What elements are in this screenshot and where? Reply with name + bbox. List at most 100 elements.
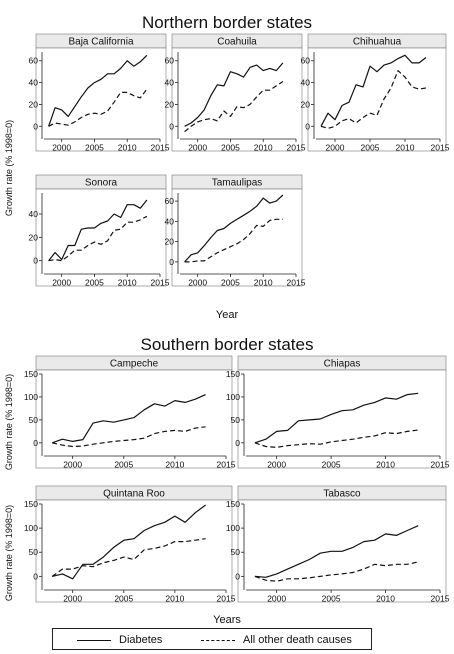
legend-swatch-dashed <box>201 639 235 641</box>
x-tick-label: 2010 <box>118 143 137 153</box>
series-line-other-causes <box>51 538 206 577</box>
x-tick-label: 2000 <box>188 143 207 153</box>
x-tick-label: 2005 <box>85 278 104 288</box>
panel-title: Chihuahua <box>353 37 402 48</box>
x-tick-label: 2005 <box>114 594 133 604</box>
y-tick-label: 40 <box>165 216 175 226</box>
y-tick-label: 20 <box>301 99 311 109</box>
panel-title: Tabasco <box>323 489 361 500</box>
series-line-diabetes <box>184 194 284 263</box>
series-line-diabetes <box>52 504 206 580</box>
legend-swatch-solid <box>77 639 111 641</box>
x-tick-label: 2010 <box>165 460 184 470</box>
y-tick-label: 100 <box>24 523 38 533</box>
y-tick-label: 40 <box>29 209 39 219</box>
y-tick-label: 100 <box>226 523 240 533</box>
section-title-north: Northern border states <box>142 13 312 32</box>
series-line-diabetes <box>52 394 206 444</box>
panel-tabasco: Tabasco 0 50 100 150 2000 2005 2010 2015 <box>226 485 450 604</box>
x-axis-label-north: Year <box>216 309 239 321</box>
plot-frame <box>35 369 233 469</box>
x-tick-label: 2015 <box>431 460 450 470</box>
panel-coahuila: Coahuila 0 20 40 60 2000 2005 2010 2015 <box>165 33 306 153</box>
x-tick-label: 2015 <box>151 143 170 153</box>
x-tick-label: 2015 <box>431 143 450 153</box>
y-tick-label: 150 <box>24 499 38 509</box>
x-tick-label: 2015 <box>287 278 306 288</box>
x-tick-label: 2000 <box>267 594 286 604</box>
series-line-diabetes <box>48 199 148 262</box>
y-tick-label: 0 <box>169 257 174 267</box>
y-tick-label: 150 <box>24 369 38 379</box>
x-tick-label: 2000 <box>267 460 286 470</box>
panel-baja-california: Baja California 0 20 40 60 2000 2005 2010 2015 <box>29 33 170 153</box>
x-tick-label: 2010 <box>118 278 137 288</box>
y-tick-label: 50 <box>231 547 241 557</box>
y-tick-label: 60 <box>165 196 175 206</box>
y-tick-label: 40 <box>301 78 311 88</box>
y-tick-label: 60 <box>29 56 39 66</box>
panel-tamaulipas: Tamaulipas 0 20 40 60 2000 2005 2010 2015 <box>165 174 306 288</box>
x-tick-label: 2000 <box>188 278 207 288</box>
x-axis-label-south: Years <box>213 614 241 626</box>
y-tick-label: 60 <box>301 56 311 66</box>
plot-frame <box>307 47 447 152</box>
panel-title: Baja California <box>68 37 133 48</box>
plot-frame <box>35 188 167 287</box>
x-tick-label: 2005 <box>114 460 133 470</box>
x-tick-label: 2015 <box>431 594 450 604</box>
y-tick-label: 100 <box>24 392 38 402</box>
plot-frame <box>237 369 447 469</box>
x-tick-label: 2000 <box>63 594 82 604</box>
y-axis-label-south: Growth rate (% 1998=0) <box>4 374 14 470</box>
series-line-other-causes <box>320 69 427 129</box>
x-tick-label: 2010 <box>165 594 184 604</box>
panel-quintana-roo: Quintana Roo 0 50 100 150 2000 2005 2010 2015 <box>24 485 236 604</box>
panel-title: Sonora <box>85 178 118 189</box>
legend: Diabetes All other death causes <box>52 628 372 650</box>
series-line-other-causes <box>48 215 148 262</box>
panel-title: Chiapas <box>324 359 361 370</box>
series-line-diabetes <box>48 54 148 127</box>
legend-item-other-causes: All other death causes <box>201 632 352 648</box>
legend-label-diabetes: Diabetes <box>119 634 163 646</box>
series-line-diabetes <box>254 392 419 444</box>
plot-frame <box>171 188 303 287</box>
x-tick-label: 2015 <box>151 278 170 288</box>
x-tick-label: 2000 <box>52 143 71 153</box>
x-tick-label: 2010 <box>254 143 273 153</box>
y-axis-label-south-lower: Growth rate (% 1998=0) <box>4 505 14 601</box>
x-tick-label: 2000 <box>326 143 345 153</box>
plot-frame <box>35 499 233 603</box>
y-tick-label: 150 <box>226 499 240 509</box>
x-tick-label: 2010 <box>376 460 395 470</box>
y-tick-label: 20 <box>29 232 39 242</box>
panel-title: Quintana Roo <box>103 489 165 500</box>
y-tick-label: 60 <box>165 56 175 66</box>
y-tick-label: 150 <box>226 369 240 379</box>
y-tick-label: 0 <box>305 121 310 131</box>
x-tick-label: 2015 <box>287 143 306 153</box>
x-tick-label: 2005 <box>322 460 341 470</box>
x-tick-label: 2010 <box>254 278 273 288</box>
y-tick-label: 0 <box>33 121 38 131</box>
x-tick-label: 2000 <box>52 278 71 288</box>
series-line-other-causes <box>48 88 148 127</box>
series-line-other-causes <box>254 429 419 448</box>
y-tick-label: 20 <box>29 99 39 109</box>
series-line-other-causes <box>184 218 283 263</box>
x-tick-label: 2010 <box>396 143 415 153</box>
series-line-other-causes <box>184 81 284 133</box>
series-line-other-causes <box>254 561 419 582</box>
y-axis-label-north: Growth rate (% 1998=0) <box>4 120 14 216</box>
panel-campeche: Campeche 0 50 100 150 2000 2005 2010 2015 <box>24 355 236 470</box>
y-tick-label: 0 <box>235 438 240 448</box>
x-tick-label: 2010 <box>376 594 395 604</box>
x-tick-label: 2005 <box>221 278 240 288</box>
y-tick-label: 40 <box>165 78 175 88</box>
y-tick-label: 0 <box>33 256 38 266</box>
panel-sonora: Sonora 0 20 40 2000 2005 2010 2015 <box>29 174 170 288</box>
y-tick-label: 0 <box>33 571 38 581</box>
